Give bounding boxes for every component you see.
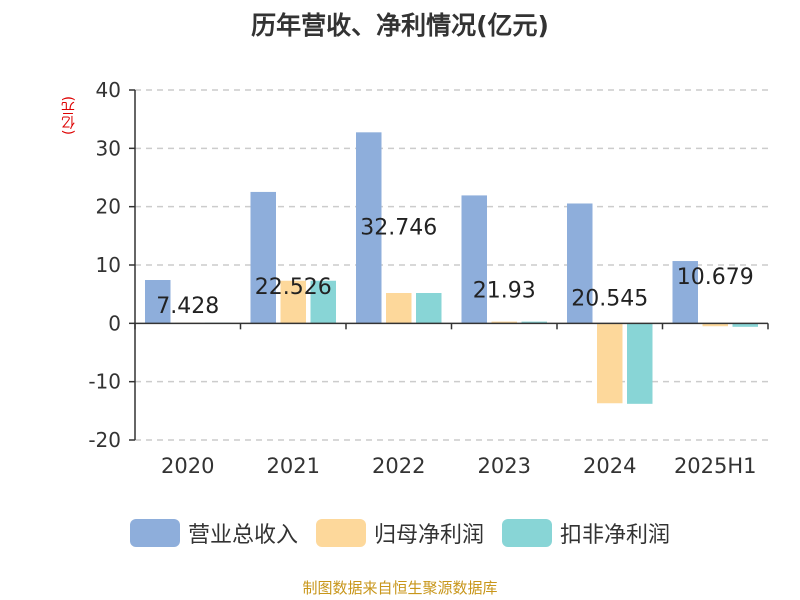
legend-swatch-revenue bbox=[129, 519, 180, 547]
y-tick-label: -10 bbox=[88, 370, 121, 394]
bar-2025H1-series-0 bbox=[672, 261, 698, 324]
bar-2020-series-0 bbox=[145, 280, 171, 324]
data-label: 10.679 bbox=[677, 265, 754, 290]
data-label: 20.545 bbox=[571, 286, 648, 311]
bar-2024-series-0 bbox=[567, 203, 593, 324]
bar-2025H1-series-1 bbox=[702, 323, 728, 327]
data-label: 22.526 bbox=[255, 275, 332, 300]
legend-label-deducted-profit: 扣非净利润 bbox=[560, 523, 671, 548]
x-tick-label: 2020 bbox=[161, 454, 214, 478]
legend-swatch-deducted-profit bbox=[502, 519, 552, 547]
bar-2022-series-2 bbox=[416, 293, 442, 324]
bar-2021-series-1 bbox=[280, 280, 306, 324]
data-label: 32.746 bbox=[360, 215, 437, 240]
data-label: 21.93 bbox=[473, 278, 536, 303]
legend-swatch-net-profit bbox=[315, 519, 366, 547]
y-tick-label: 40 bbox=[96, 78, 121, 102]
x-tick-label: 2025H1 bbox=[674, 454, 757, 478]
y-tick-label: 10 bbox=[96, 253, 121, 277]
bar-2025H1-series-2 bbox=[732, 323, 758, 327]
bar-2024-series-2 bbox=[627, 323, 653, 404]
bar-2024-series-1 bbox=[597, 323, 623, 404]
data-source-note: 制图数据来自恒生聚源数据库 bbox=[302, 579, 498, 597]
bar-2023-series-1 bbox=[491, 321, 517, 324]
bar-2023-series-2 bbox=[521, 321, 547, 324]
y-tick-label: 30 bbox=[96, 136, 121, 160]
y-tick-label: 0 bbox=[108, 311, 121, 335]
data-label: 7.428 bbox=[156, 294, 219, 319]
bar-2022-series-1 bbox=[386, 293, 412, 324]
legend-item-revenue[interactable]: 营业总收入 bbox=[129, 517, 298, 549]
bar-2022-series-0 bbox=[356, 132, 382, 324]
legend-item-deducted-profit[interactable]: 扣非净利润 bbox=[502, 517, 670, 549]
x-tick-label: 2024 bbox=[583, 454, 636, 478]
legend-item-net-profit[interactable]: 归母净利润 bbox=[315, 517, 484, 549]
bar-2023-series-0 bbox=[461, 195, 487, 324]
bar-2021-series-0 bbox=[250, 191, 276, 324]
bar-2021-series-2 bbox=[310, 280, 336, 324]
y-tick-label: -20 bbox=[88, 428, 121, 452]
chart-title: 历年营收、净利情况(亿元) bbox=[251, 11, 549, 40]
chart-legend: 营业总收入 归母净利润 扣非净利润 bbox=[0, 517, 800, 549]
legend-label-net-profit: 归母净利润 bbox=[373, 523, 484, 548]
legend-label-revenue: 营业总收入 bbox=[187, 523, 298, 548]
y-tick-label: 20 bbox=[96, 195, 121, 219]
x-tick-label: 2022 bbox=[372, 454, 425, 478]
x-tick-label: 2023 bbox=[478, 454, 531, 478]
x-tick-label: 2021 bbox=[267, 454, 320, 478]
